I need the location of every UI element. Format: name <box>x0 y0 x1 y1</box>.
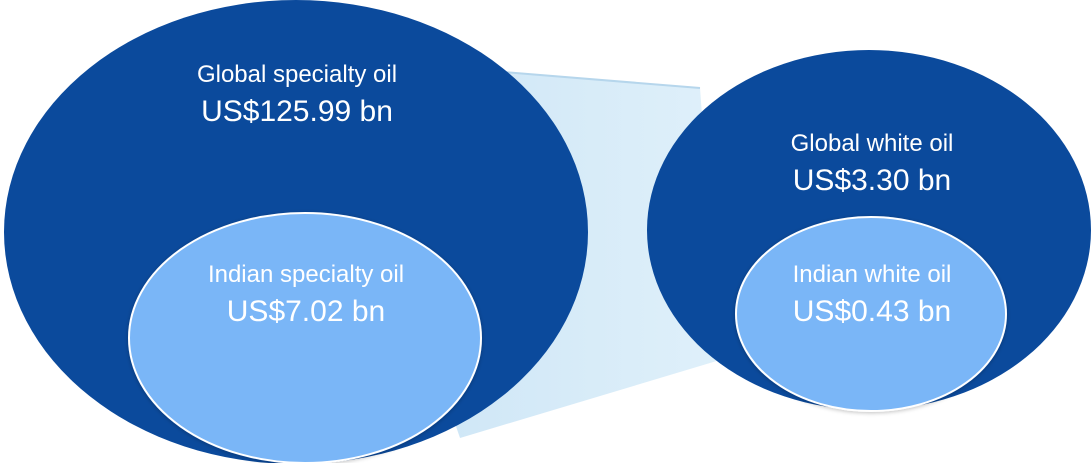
indian-specialty-oil-value: US$7.02 bn <box>227 295 385 328</box>
indian-white-oil-label: Indian white oil <box>793 261 952 288</box>
indian-specialty-oil-ellipse <box>128 212 482 464</box>
indian-white-oil-ellipse <box>735 216 1007 412</box>
global-specialty-oil-label: Global specialty oil <box>197 61 397 88</box>
global-white-oil-label: Global white oil <box>791 130 954 157</box>
global-specialty-oil-value: US$125.99 bn <box>201 95 393 128</box>
indian-specialty-oil-label: Indian specialty oil <box>208 261 404 288</box>
indian-white-oil-value: US$0.43 bn <box>793 295 951 328</box>
global-white-oil-value: US$3.30 bn <box>793 164 951 197</box>
